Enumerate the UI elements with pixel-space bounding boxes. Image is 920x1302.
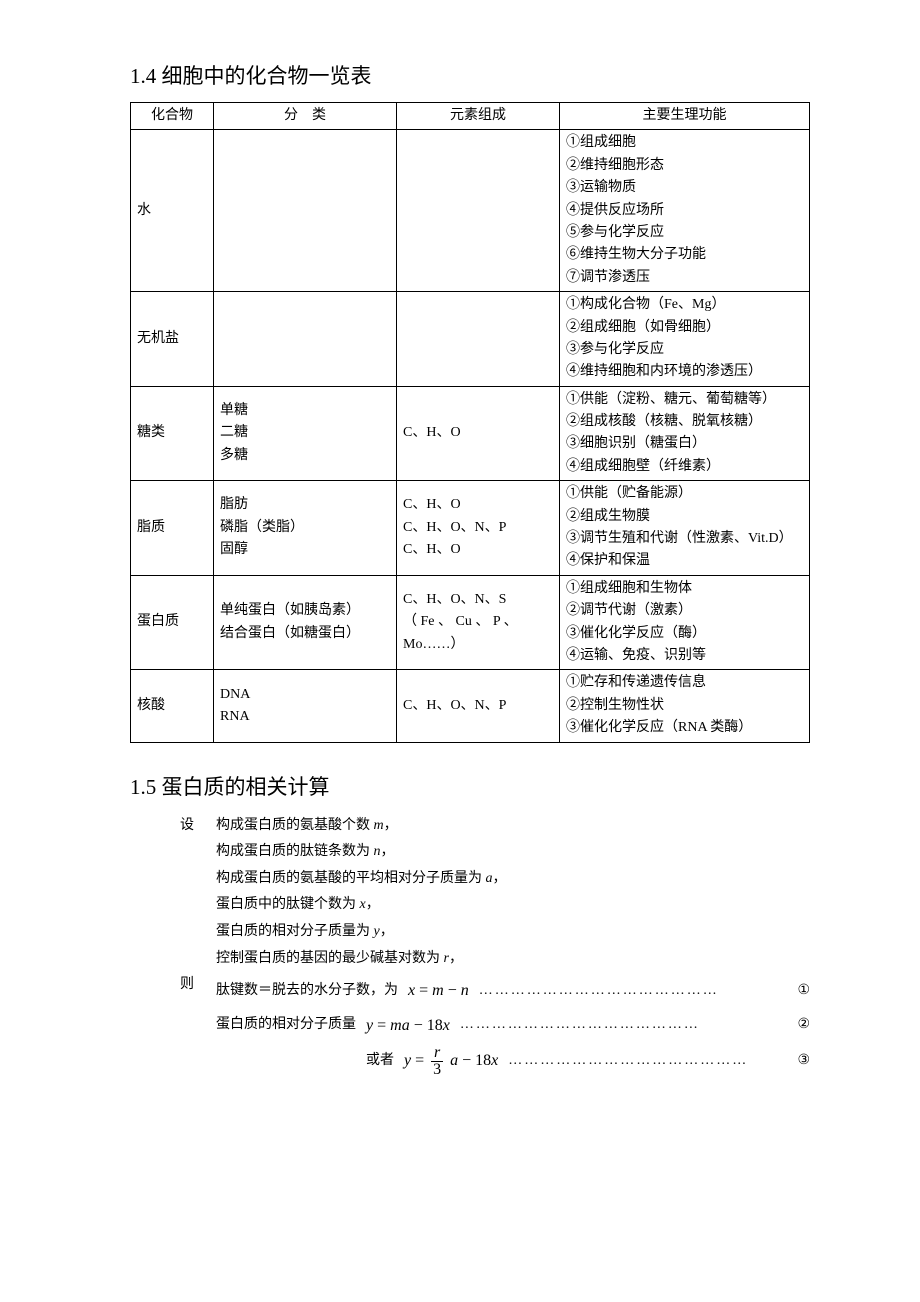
equation-3: 或者 y = r 3 a − 18x ……………………………………… ③ [366,1045,810,1078]
function-item: ⑥维持生物大分子功能 [566,244,803,266]
function-item: ④保护和保温 [566,550,803,572]
section-1-title: 1.4 细胞中的化合物一览表 [130,60,810,90]
compounds-table: 化合物 分 类 元素组成 主要生理功能 水 ①组成细胞②维持细胞形态③运输物质④提… [130,102,810,743]
function-item: ③运输物质 [566,177,803,199]
cell-compound: 核酸 [131,670,214,742]
eq3-frac-num: r [431,1045,443,1062]
def-line: 蛋白质中的肽键个数为 x， [216,892,810,919]
function-item: ⑤参与化学反应 [566,222,803,244]
function-item: ②组成细胞（如骨细胞） [566,317,803,339]
eq2-lead: 蛋白质的相对分子质量 [216,1012,356,1039]
table-row: 水 ①组成细胞②维持细胞形态③运输物质④提供反应场所⑤参与化学反应⑥维持生物大分子… [131,130,810,292]
eq2-dots: ……………………………………… [460,1012,788,1039]
function-item: ④维持细胞和内环境的渗透压） [566,361,803,383]
function-item: ②调节代谢（激素） [566,600,803,622]
cell-elements [397,292,560,387]
th-functions: 主要生理功能 [560,103,810,130]
table-row: 脂质脂肪 磷脂（类脂） 固醇C、H、O C、H、O、N、P C、H、O①供能（贮… [131,481,810,576]
def-line: 构成蛋白质的肽链条数为 n， [216,839,810,866]
eq3-frac-den: 3 [430,1062,444,1078]
defs-row: 设 构成蛋白质的氨基酸个数 m，构成蛋白质的肽链条数为 n，构成蛋白质的氨基酸的… [180,813,810,973]
function-item: ④组成细胞壁（纤维素） [566,456,803,478]
cell-functions: ①组成细胞②维持细胞形态③运输物质④提供反应场所⑤参与化学反应⑥维持生物大分子功… [560,130,810,292]
function-item: ①构成化合物（Fe、Mg） [566,294,803,316]
cell-functions: ①供能（淀粉、糖元、葡萄糖等）②组成核酸（核糖、脱氧核糖）③细胞识别（糖蛋白）④… [560,386,810,481]
function-item: ⑦调节渗透压 [566,267,803,289]
cell-classification: 脂肪 磷脂（类脂） 固醇 [214,481,397,576]
table-row: 糖类单糖 二糖 多糖C、H、O①供能（淀粉、糖元、葡萄糖等）②组成核酸（核糖、脱… [131,386,810,481]
cell-classification: 单纯蛋白（如胰岛素） 结合蛋白（如糖蛋白） [214,575,397,670]
function-item: ①供能（贮备能源） [566,483,803,505]
cell-compound: 无机盐 [131,292,214,387]
th-class: 分 类 [214,103,397,130]
eq3-formula: y = r 3 a − 18x [404,1045,498,1078]
def-line: 构成蛋白质的氨基酸个数 m， [216,813,810,840]
cell-elements [397,130,560,292]
cell-classification: 单糖 二糖 多糖 [214,386,397,481]
function-item: ③参与化学反应 [566,339,803,361]
function-item: ②组成核酸（核糖、脱氧核糖） [566,411,803,433]
table-header-row: 化合物 分 类 元素组成 主要生理功能 [131,103,810,130]
function-item: ①贮存和传递遗传信息 [566,672,803,694]
cell-compound: 水 [131,130,214,292]
def-line: 控制蛋白质的基因的最少碱基对数为 r， [216,946,810,973]
cell-elements: C、H、O、N、P [397,670,560,742]
eq3-lead: 或者 [366,1048,394,1075]
eq2-num: ② [797,1012,810,1039]
let-label: 设 [180,813,216,973]
cell-functions: ①组成细胞和生物体②调节代谢（激素）③催化化学反应（酶）④运输、免疫、识别等 [560,575,810,670]
table-body: 水 ①组成细胞②维持细胞形态③运输物质④提供反应场所⑤参与化学反应⑥维持生物大分子… [131,130,810,742]
cell-elements: C、H、O [397,386,560,481]
function-item: ①组成细胞 [566,132,803,154]
equation-1: 肽键数＝脱去的水分子数，为 x = m − n ……………………………………… … [216,976,810,1006]
cell-functions: ①构成化合物（Fe、Mg）②组成细胞（如骨细胞）③参与化学反应④维持细胞和内环境… [560,292,810,387]
section-2-title: 1.5 蛋白质的相关计算 [130,771,810,801]
function-item: ②组成生物膜 [566,506,803,528]
function-item: ③调节生殖和代谢（性激素、Vit.D） [566,528,803,550]
eq3-dots: ……………………………………… [508,1048,787,1075]
table-row: 无机盐 ①构成化合物（Fe、Mg）②组成细胞（如骨细胞）③参与化学反应④维持细胞和… [131,292,810,387]
protein-calc-block: 设 构成蛋白质的氨基酸个数 m，构成蛋白质的肽链条数为 n，构成蛋白质的氨基酸的… [180,813,810,1082]
defs-body: 构成蛋白质的氨基酸个数 m，构成蛋白质的肽链条数为 n，构成蛋白质的氨基酸的平均… [216,813,810,973]
th-elements: 元素组成 [397,103,560,130]
cell-compound: 蛋白质 [131,575,214,670]
eq3-num: ③ [797,1048,810,1075]
function-item: ④运输、免疫、识别等 [566,645,803,667]
then-row: 则 肽键数＝脱去的水分子数，为 x = m − n ……………………………………… [180,972,810,1082]
cell-functions: ①贮存和传递遗传信息②控制生物性状③催化化学反应（RNA 类酶） [560,670,810,742]
th-compound: 化合物 [131,103,214,130]
equations-body: 肽键数＝脱去的水分子数，为 x = m − n ……………………………………… … [216,972,810,1082]
def-line: 构成蛋白质的氨基酸的平均相对分子质量为 a， [216,866,810,893]
function-item: ①供能（淀粉、糖元、葡萄糖等） [566,389,803,411]
cell-elements: C、H、O C、H、O、N、P C、H、O [397,481,560,576]
eq2-formula: y = ma − 18x [366,1011,450,1041]
cell-elements: C、H、O、N、S （ Fe 、 Cu 、 P 、Mo……） [397,575,560,670]
function-item: ②维持细胞形态 [566,155,803,177]
eq1-lead: 肽键数＝脱去的水分子数，为 [216,978,398,1005]
cell-classification [214,292,397,387]
function-item: ③催化化学反应（酶） [566,623,803,645]
cell-classification [214,130,397,292]
function-item: ①组成细胞和生物体 [566,578,803,600]
eq1-dots: ……………………………………… [479,978,788,1005]
cell-compound: 脂质 [131,481,214,576]
equation-2: 蛋白质的相对分子质量 y = ma − 18x ……………………………………… … [216,1011,810,1041]
table-row: 蛋白质单纯蛋白（如胰岛素） 结合蛋白（如糖蛋白）C、H、O、N、S （ Fe 、… [131,575,810,670]
cell-functions: ①供能（贮备能源）②组成生物膜③调节生殖和代谢（性激素、Vit.D）④保护和保温 [560,481,810,576]
then-label: 则 [180,972,216,1082]
eq1-formula: x = m − n [408,976,469,1006]
eq1-num: ① [797,978,810,1005]
function-item: ④提供反应场所 [566,200,803,222]
function-item: ②控制生物性状 [566,695,803,717]
cell-compound: 糖类 [131,386,214,481]
table-row: 核酸DNA RNAC、H、O、N、P①贮存和传递遗传信息②控制生物性状③催化化学… [131,670,810,742]
cell-classification: DNA RNA [214,670,397,742]
function-item: ③细胞识别（糖蛋白） [566,433,803,455]
function-item: ③催化化学反应（RNA 类酶） [566,717,803,739]
def-line: 蛋白质的相对分子质量为 y， [216,919,810,946]
